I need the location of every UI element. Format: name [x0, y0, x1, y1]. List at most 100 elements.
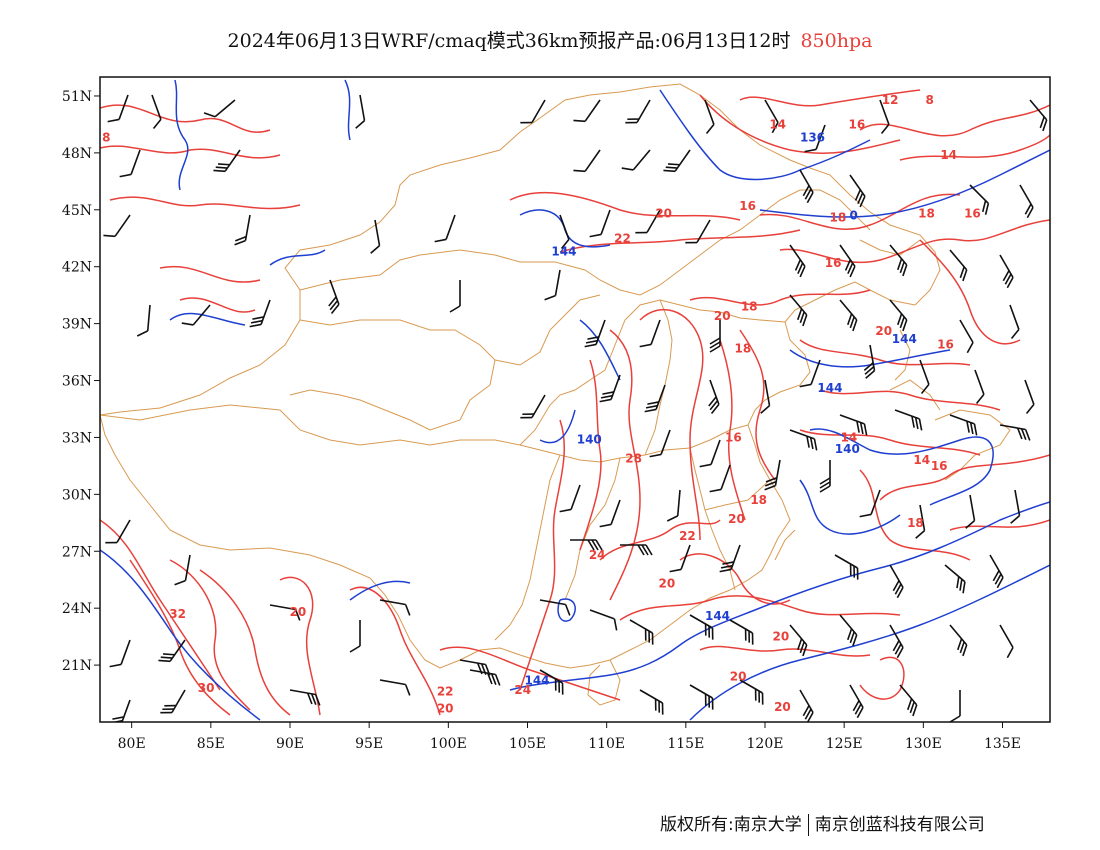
- geopotential-contour-label: 140: [577, 432, 602, 446]
- lon-tick-label: 90E: [276, 736, 304, 752]
- temperature-contour-line: [100, 519, 221, 691]
- temperature-contour-label: 20: [290, 605, 307, 619]
- lat-tick-label: 51N: [62, 89, 92, 105]
- wind-barb: [589, 609, 618, 631]
- wind-barb: [894, 409, 923, 431]
- lon-tick-label: 130E: [905, 736, 942, 752]
- temperature-contour-line: [879, 454, 1050, 501]
- wind-barb: [181, 304, 211, 326]
- wind-barb: [764, 459, 781, 491]
- wind-barb: [109, 639, 131, 668]
- wind-barb: [539, 669, 564, 695]
- wind-barb: [760, 379, 771, 414]
- lat-tick-label: 42N: [62, 260, 92, 276]
- temperature-contour-label: 24: [589, 548, 606, 562]
- lon-tick-label: 80E: [118, 736, 146, 752]
- lat-tick-label: 24N: [62, 601, 92, 617]
- temperature-contour-label: 14: [940, 148, 957, 162]
- temperature-contour-line: [779, 219, 1050, 264]
- wind-barb: [839, 299, 858, 332]
- temperature-contour-label: 8: [102, 131, 110, 145]
- wind-barb: [639, 319, 661, 348]
- temperature-contour-line: [509, 191, 741, 221]
- geopotential-contour-label: 136: [800, 131, 825, 145]
- temperature-contour-label: 16: [739, 199, 756, 213]
- geopotential-contour-line: [557, 598, 576, 622]
- wind-barb: [234, 214, 251, 246]
- wind-barb: [213, 149, 241, 173]
- temperature-contour-label: 8: [925, 93, 933, 107]
- geopotential-contour-line: [689, 564, 1050, 721]
- temperature-contour-line: [619, 595, 901, 621]
- temperature-contour-label: 12: [882, 93, 899, 107]
- geopotential-contour-label: 144: [524, 673, 549, 687]
- wind-barb: [584, 319, 606, 348]
- temperature-contour-label: 28: [625, 451, 642, 465]
- wind-barb: [573, 149, 601, 173]
- temperature-contour-line: [859, 104, 1050, 137]
- temperature-contour-line: [759, 193, 961, 230]
- wind-barb: [849, 174, 866, 208]
- temperature-contour-label: 16: [931, 459, 948, 473]
- footer-credit: 版权所有:南京大学 南京创蓝科技有限公司: [660, 810, 985, 836]
- wind-barb: [889, 624, 904, 659]
- wind-barb: [151, 94, 162, 129]
- lat-tick-label: 21N: [62, 658, 92, 674]
- geopotential-contour-line: [759, 149, 1050, 218]
- geopotential-contour-line: [349, 580, 411, 601]
- wind-barbs: [103, 94, 1048, 722]
- geopotential-contour-line: [344, 79, 351, 141]
- wind-barb: [704, 99, 715, 134]
- wind-barb: [799, 169, 814, 204]
- wind-barb: [863, 344, 876, 379]
- copyright-text: 版权所有:南京大学: [660, 815, 802, 835]
- temperature-contour-line: [699, 94, 901, 155]
- temperature-contour-label: 16: [964, 207, 981, 221]
- wind-barb: [685, 219, 711, 244]
- wind-barb: [379, 679, 411, 696]
- lat-tick-label: 39N: [62, 317, 92, 333]
- temperature-contour-label: 20: [774, 700, 791, 714]
- wind-barb: [699, 439, 721, 468]
- wind-barb: [969, 184, 990, 215]
- wind-barb: [789, 624, 808, 657]
- temperature-contour-line: [159, 265, 261, 283]
- lat-tick-label: 45N: [62, 203, 92, 219]
- wind-barb: [663, 149, 691, 173]
- temperature-contour-line: [799, 429, 981, 456]
- temperature-contour-line: [519, 419, 566, 691]
- wind-barb: [559, 214, 570, 249]
- temperature-contour-label: 14: [841, 430, 858, 444]
- wind-barb: [621, 149, 651, 171]
- geopotential-contour-line: [100, 549, 261, 721]
- temperature-contour-label: 16: [825, 256, 842, 270]
- lat-tick-label: 27N: [62, 544, 92, 560]
- temperature-contour-line: [599, 519, 721, 561]
- geopotential-contour-label: 144: [551, 245, 576, 259]
- wind-barb: [136, 304, 151, 337]
- wind-barb: [573, 99, 601, 123]
- wind-barb: [520, 99, 546, 124]
- wind-barb: [949, 690, 961, 722]
- wind-barb: [839, 614, 858, 647]
- lon-tick-label: 135E: [984, 736, 1021, 752]
- wind-barb: [729, 619, 754, 645]
- wind-barb: [999, 424, 1031, 441]
- wind-barb: [644, 384, 666, 413]
- wind-barb: [799, 689, 814, 722]
- temperature-contour-label: 20: [658, 577, 675, 591]
- title-level: 850hpa: [800, 30, 873, 52]
- wind-barb: [949, 414, 978, 436]
- wind-barb: [249, 299, 271, 328]
- temperature-contour-label: 14: [913, 453, 930, 467]
- wind-barb: [666, 489, 681, 522]
- temperature-contour-label: 32: [169, 607, 186, 621]
- geopotential-contour-line: [659, 89, 871, 181]
- wind-barb: [849, 684, 864, 719]
- geopotential-contour-label: 140: [835, 442, 860, 456]
- geopotential-contour-line: [579, 319, 621, 381]
- temperature-contour-line: [579, 359, 602, 551]
- wind-barb: [203, 99, 236, 118]
- wind-barb: [110, 699, 131, 722]
